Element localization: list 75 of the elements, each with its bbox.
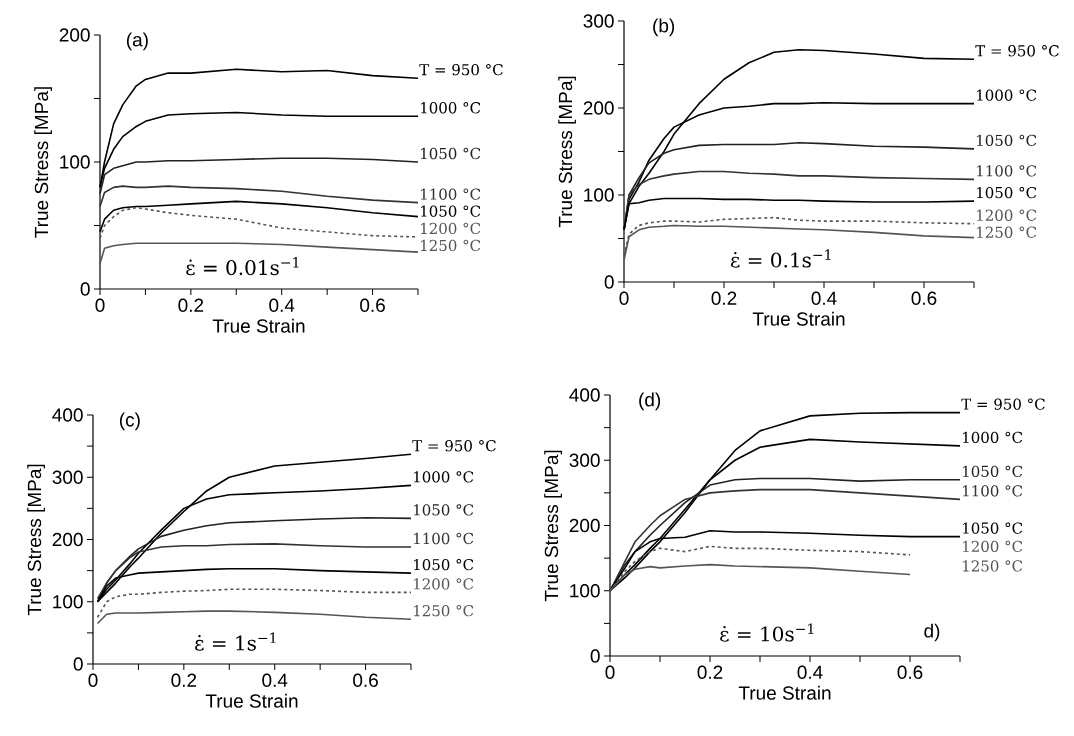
x-tick-label: 0.4: [811, 291, 837, 305]
y-tick-label: 100: [570, 584, 600, 598]
x-tick-label: 0: [619, 291, 629, 305]
series-label: 1250 °C: [414, 605, 474, 617]
series-label: 1050 °C: [414, 504, 474, 516]
y-tick-label: 0: [80, 282, 90, 296]
series-label: T = 950 °C: [961, 398, 1045, 410]
series-label: 1000 °C: [977, 89, 1037, 101]
series-label: 1100 °C: [963, 485, 1023, 497]
y-tick-label: 400: [569, 388, 600, 402]
series-label: 1250 °C: [977, 226, 1037, 238]
series-label: 1050 °C: [977, 186, 1037, 199]
series-label: 1050 °C: [977, 134, 1037, 147]
series-label: T = 950 °C: [975, 45, 1059, 57]
x-tick-label: 0.2: [711, 291, 737, 305]
chart-title: (b): [653, 18, 675, 37]
annotation: d): [924, 623, 940, 642]
text: 1200 °C: [963, 540, 1023, 553]
y-axis-title: True Stress [MPa]: [27, 464, 45, 616]
y-axis-title: True Stress [MPa]: [34, 87, 52, 238]
series-label: 1250 °C: [421, 239, 481, 252]
y-tick-label: 300: [583, 14, 614, 28]
series-label: 1000 °C: [421, 102, 481, 114]
chart-title: (c): [119, 412, 140, 431]
x-axis-title: True Strain: [205, 693, 298, 708]
annotation: ε̇ = 10s$^{−1}$: [720, 623, 814, 642]
y-tick-label: 300: [569, 453, 600, 467]
series-label: 1000 °C: [963, 431, 1023, 444]
series-label: 1000 °C: [414, 471, 474, 483]
series-label: 1200 °C: [977, 209, 1037, 221]
y-tick-label: 400: [52, 408, 83, 422]
y-tick-label: 200: [569, 518, 600, 533]
series-label: 1050 °C: [421, 147, 481, 160]
series-label: T = 950 °C: [419, 63, 503, 76]
annotation: ε̇ = 1s$^{−1}$: [195, 632, 276, 651]
series-label: 1100 °C: [414, 532, 474, 545]
series-label: 1050 °C: [414, 558, 474, 571]
x-tick-label: 0.4: [262, 673, 288, 687]
series-label: 1100 °C: [977, 165, 1037, 177]
x-tick-label: 0.6: [360, 298, 385, 312]
y-axis-title: True Stress [MPa]: [558, 76, 576, 228]
y-tick-label: 200: [583, 101, 614, 115]
series-label: 1050 °C: [421, 205, 481, 217]
series-label: 1050 °C: [963, 465, 1023, 477]
x-tick-label: 0.6: [353, 673, 378, 687]
x-tick-label: 0.6: [911, 291, 937, 305]
chart-title: (d): [639, 392, 661, 411]
text: 1250 °C: [963, 560, 1023, 572]
series-label: 1100 °C: [421, 188, 481, 200]
y-tick-label: 100: [60, 155, 90, 169]
y-tick-label: 100: [584, 188, 614, 202]
x-tick-label: 0.6: [897, 665, 923, 679]
x-tick-label: 0: [95, 298, 105, 312]
y-tick-label: 200: [52, 532, 83, 547]
x-tick-label: 0.4: [797, 665, 823, 679]
annotation: ε̇ = 0.01s$^{−1}$: [186, 257, 299, 276]
y-tick-label: 200: [59, 28, 90, 42]
y-tick-label: 0: [604, 275, 614, 289]
y-tick-label: 100: [53, 595, 83, 609]
series-label: T = 950 °C: [412, 440, 496, 452]
x-tick-label: 0.2: [171, 673, 197, 687]
series-label: 1050 °C: [963, 522, 1023, 534]
series-label: 1200 °C: [421, 222, 481, 235]
x-tick-label: 0.2: [697, 665, 723, 679]
chart-title: (a): [126, 32, 148, 51]
y-tick-label: 300: [52, 470, 83, 484]
annotation: ε̇ = 0.1s$^{−1}$: [730, 249, 831, 268]
series-label: 1200 °C: [414, 578, 474, 590]
x-axis-title: True Strain: [738, 685, 831, 700]
x-tick-label: 0.2: [178, 298, 204, 312]
x-axis-title: True Strain: [212, 318, 305, 333]
y-tick-label: 0: [590, 649, 600, 663]
x-axis-title: True Strain: [752, 311, 845, 326]
y-axis-title: True Stress [MPa]: [544, 450, 562, 602]
x-tick-label: 0.4: [269, 298, 295, 312]
